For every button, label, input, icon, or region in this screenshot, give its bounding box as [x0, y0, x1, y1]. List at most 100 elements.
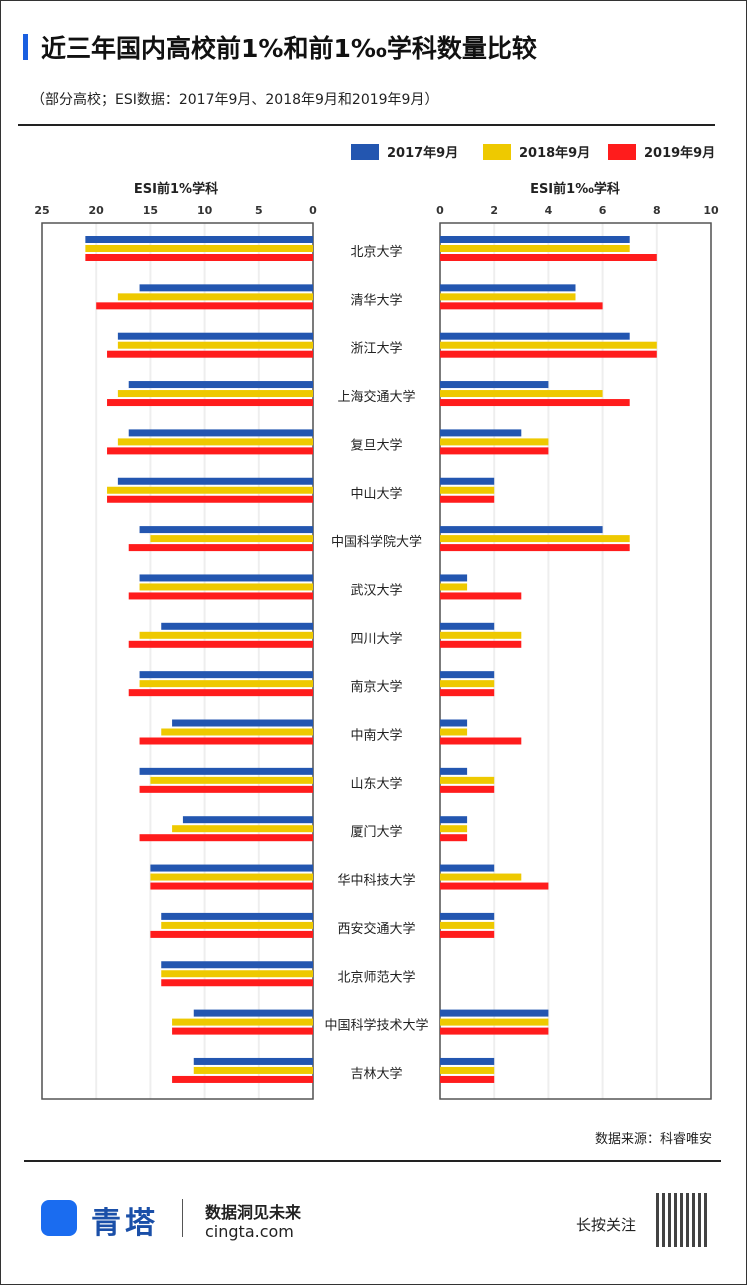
tick-label: 2 [490, 204, 498, 217]
bar-top1pct-2018年9月-吉林大学 [193, 1066, 313, 1074]
tick-label: 20 [89, 204, 105, 217]
axis-title: ESI前1‰学科 [530, 181, 620, 197]
category-label: 中南大学 [350, 728, 402, 744]
bar-top1permille-2018年9月-北京大学 [440, 245, 630, 252]
bar-top1pct-2017年9月-中国科学技术大学 [193, 1009, 313, 1017]
bar-top1pct-2017年9月-厦门大学 [182, 816, 313, 824]
follow-prompt: 长按关注 [576, 1216, 637, 1234]
bar-top1pct-2019年9月-清华大学 [96, 302, 313, 310]
bar-top1pct-2017年9月-山东大学 [139, 767, 313, 775]
bar-top1pct-2019年9月-中国科学技术大学 [172, 1027, 313, 1035]
bar-top1pct-2019年9月-复旦大学 [107, 447, 313, 455]
bar-top1pct-2018年9月-复旦大学 [117, 438, 313, 446]
bar-top1pct-2019年9月-浙江大学 [107, 350, 313, 358]
bar-top1pct-2017年9月-西安交通大学 [161, 912, 313, 920]
category-label: 武汉大学 [350, 582, 402, 598]
cingta-logo-icon [41, 1200, 77, 1236]
tick-label: 10 [197, 204, 213, 217]
bar-top1permille-2019年9月-浙江大学 [440, 350, 657, 358]
bar-top1pct-2019年9月-华中科技大学 [150, 882, 313, 890]
axis-title: ESI前1%学科 [134, 181, 218, 197]
bar-top1pct-2019年9月-西安交通大学 [150, 930, 313, 938]
bar-top1permille-2017年9月-北京大学 [440, 236, 630, 243]
bar-top1permille-2017年9月-南京大学 [440, 671, 495, 679]
bar-top1pct-2017年9月-武汉大学 [139, 574, 313, 582]
bar-top1permille-2018年9月-浙江大学 [440, 341, 657, 349]
bar-top1permille-2018年9月-清华大学 [440, 293, 576, 301]
bar-top1permille-2017年9月-武汉大学 [440, 574, 468, 582]
bar-top1pct-2018年9月-北京师范大学 [161, 970, 313, 978]
bar-top1permille-2017年9月-中南大学 [440, 719, 468, 727]
bar-top1pct-2019年9月-南京大学 [128, 689, 313, 697]
brand-name: 青塔 [91, 1206, 159, 1241]
bar-top1permille-2017年9月-华中科技大学 [440, 864, 495, 872]
slogan: 数据洞见未来 [205, 1203, 302, 1222]
bar-top1permille-2019年9月-清华大学 [440, 302, 603, 310]
bar-top1permille-2017年9月-清华大学 [440, 284, 576, 292]
bar-top1pct-2019年9月-四川大学 [128, 640, 313, 648]
bar-top1permille-2017年9月-厦门大学 [440, 816, 468, 824]
category-label: 山东大学 [350, 776, 402, 792]
website: cingta.com [205, 1222, 294, 1241]
category-label: 上海交通大学 [337, 389, 415, 405]
bar-top1pct-2019年9月-吉林大学 [172, 1075, 313, 1083]
category-label: 华中科技大学 [337, 873, 415, 889]
qr-code[interactable] [656, 1193, 710, 1247]
legend-swatch [608, 143, 636, 160]
bar-top1pct-2017年9月-四川大学 [161, 622, 313, 630]
legend-2019: 2019年9月 [608, 142, 715, 161]
bar-top1pct-2018年9月-西安交通大学 [161, 921, 313, 929]
bar-top1pct-2018年9月-武汉大学 [139, 583, 313, 591]
bar-top1permille-2018年9月-华中科技大学 [440, 873, 522, 881]
bar-top1permille-2018年9月-中国科学技术大学 [440, 1018, 549, 1026]
bar-chart: ESI前1%学科 25 20 15 10 5 0 ESI前1‰学科 0 2 4 6 8 10 北京大学清华大… [34, 181, 719, 1100]
legend-label: 2017年9月 [387, 146, 459, 161]
category-label: 南京大学 [350, 679, 402, 695]
bar-top1permille-2017年9月-山东大学 [440, 767, 468, 775]
bar-top1permille-2017年9月-西安交通大学 [440, 912, 495, 920]
bar-top1pct-2017年9月-华中科技大学 [150, 864, 313, 872]
bar-top1permille-2017年9月-吉林大学 [440, 1057, 495, 1065]
bar-top1pct-2017年9月-吉林大学 [193, 1057, 313, 1065]
legend-label: 2018年9月 [519, 146, 591, 161]
legend-swatch [483, 143, 511, 160]
tick-label: 0 [436, 204, 444, 217]
bar-top1pct-2018年9月-厦门大学 [172, 825, 313, 833]
category-label: 北京师范大学 [337, 969, 415, 985]
category-label: 中山大学 [350, 486, 402, 502]
category-label: 清华大学 [350, 292, 402, 308]
category-label: 北京大学 [350, 244, 402, 260]
bar-top1permille-2019年9月-中山大学 [440, 495, 495, 503]
bar-top1permille-2019年9月-华中科技大学 [440, 882, 549, 890]
bar-top1pct-2017年9月-上海交通大学 [128, 381, 313, 389]
legend-swatch [351, 143, 379, 160]
bar-top1permille-2019年9月-西安交通大学 [440, 930, 495, 938]
page-title: 近三年国内高校前1%和前1‰学科数量比较 [41, 34, 537, 63]
bar-top1pct-2018年9月-浙江大学 [117, 341, 313, 349]
bar-top1pct-2017年9月-南京大学 [139, 671, 313, 679]
bar-top1pct-2019年9月-北京师范大学 [161, 979, 313, 987]
bar-top1pct-2017年9月-中南大学 [172, 719, 313, 727]
bar-top1permille-2018年9月-厦门大学 [440, 825, 468, 833]
bar-top1pct-2017年9月-中山大学 [117, 477, 313, 485]
bar-top1pct-2018年9月-中国科学技术大学 [172, 1018, 313, 1026]
divider [24, 1160, 721, 1162]
plot-frame [439, 222, 712, 1100]
legend-label: 2019年9月 [644, 146, 716, 161]
bar-top1permille-2018年9月-四川大学 [440, 631, 522, 639]
category-label: 厦门大学 [350, 824, 402, 840]
subtitle: （部分高校；ESI数据：2017年9月、2018年9月和2019年9月） [31, 92, 439, 108]
bar-top1pct-2019年9月-北京大学 [85, 254, 313, 261]
bar-top1permille-2017年9月-中山大学 [440, 477, 495, 485]
bar-top1permille-2019年9月-四川大学 [440, 640, 522, 648]
bar-top1permille-2018年9月-中山大学 [440, 486, 495, 494]
bar-top1pct-2018年9月-上海交通大学 [117, 390, 313, 398]
bar-top1pct-2019年9月-中山大学 [107, 495, 313, 503]
bar-top1permille-2019年9月-中国科学院大学 [440, 544, 630, 552]
plot-frame [41, 222, 314, 1100]
bar-top1pct-2017年9月-中国科学院大学 [139, 526, 313, 534]
legend-2017: 2017年9月 [351, 142, 458, 161]
tick-label: 10 [703, 204, 719, 217]
bar-top1permille-2019年9月-上海交通大学 [440, 399, 630, 407]
